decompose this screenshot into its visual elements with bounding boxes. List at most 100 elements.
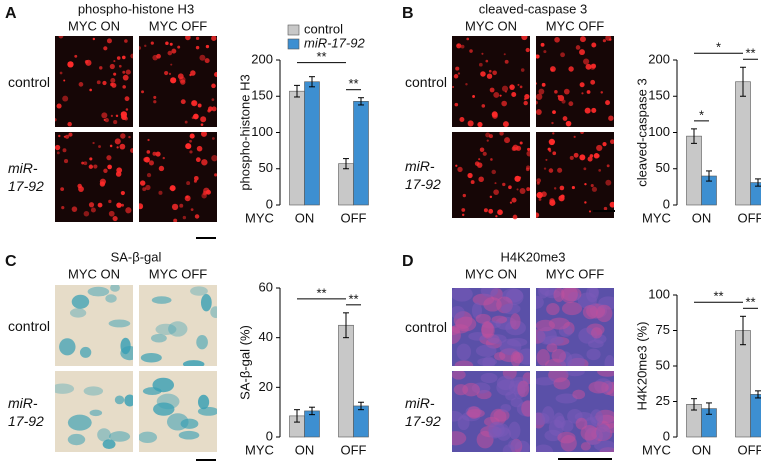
nucleus [452,288,473,302]
y-tick-label: 25 [656,393,670,408]
micrograph-cells [55,132,133,222]
nucleus [551,121,554,125]
significance-label: ** [745,295,755,310]
nucleus [197,103,202,108]
nucleus [158,190,163,195]
nucleus [582,304,598,320]
nucleus [67,121,72,127]
nucleus [511,91,517,97]
micrograph-cells [139,36,217,127]
panel-letter: D [402,253,414,270]
nucleus [156,53,161,59]
nucleus [164,70,169,76]
nucleus [177,73,184,80]
nucleus [128,135,131,139]
nucleus [511,197,517,203]
nucleus [89,88,92,92]
nucleus [478,158,481,161]
nucleus [195,45,200,50]
significance-label: * [716,40,721,55]
nucleus [477,357,498,366]
nucleus [92,37,96,41]
nucleus [196,145,203,152]
nucleus [186,181,191,186]
nucleus [454,102,459,107]
nucleus [461,213,465,217]
nucleus [608,115,614,121]
nucleus [502,182,506,187]
nucleus [480,71,486,77]
nucleus [575,417,588,430]
nucleus [68,132,73,137]
nucleus [504,137,511,144]
nucleus [588,210,592,213]
nucleus [491,169,496,175]
nucleus [63,159,69,164]
stain [110,285,120,292]
nucleus [553,187,557,190]
nucleus [551,348,567,363]
x-tick-label: OFF [738,442,761,457]
nucleus [554,90,558,94]
micrograph-cells [139,377,217,444]
nucleus [457,72,461,75]
nucleus [139,203,144,210]
micrograph-cells [55,383,133,450]
nucleus [536,444,554,452]
x-tick-label: OFF [341,442,367,457]
y-tick-label: 60 [259,279,273,294]
nucleus [480,288,499,297]
nucleus [115,114,119,118]
nucleus [494,182,497,185]
nucleus [486,139,489,142]
nucleus [555,393,578,404]
nucleus [580,132,584,135]
nucleus [139,180,146,186]
nucleus [527,147,530,151]
stain [210,306,217,319]
nucleus [525,167,530,172]
nucleus [88,202,95,208]
y-tick-label: 40 [259,329,273,344]
nucleus [501,85,509,92]
nucleus [185,195,189,199]
nucleus [497,209,503,216]
stain [83,386,104,396]
nucleus [460,44,465,49]
nucleus [466,37,470,41]
nucleus [452,410,463,422]
nucleus [189,139,192,143]
nucleus [106,155,112,161]
nucleus [148,160,154,166]
nucleus [199,54,206,61]
nucleus [560,420,574,433]
nucleus [493,409,510,422]
nucleus [512,352,524,364]
nucleus [55,144,61,151]
nucleus [158,165,165,172]
stain [67,414,92,431]
nucleus [536,100,538,105]
nucleus [146,172,152,178]
nucleus [510,397,523,408]
nucleus [96,80,101,85]
micrograph-cells [536,132,614,218]
nucleus [153,100,157,104]
nucleus [113,60,116,63]
nucleus [499,132,504,136]
error-bar [691,398,697,411]
y-axis-label: phospho-histone H3 [237,74,252,190]
nucleus [549,66,556,72]
y-tick-label: 150 [251,88,273,103]
error-bar [755,390,761,399]
nucleus [88,164,94,169]
nucleus [56,103,62,109]
panel-title: phospho-histone H3 [78,1,194,16]
nucleus [575,45,581,50]
stain [105,294,117,303]
bar [338,324,354,438]
nucleus [489,195,493,199]
nucleus [112,216,118,222]
stain [197,406,217,416]
